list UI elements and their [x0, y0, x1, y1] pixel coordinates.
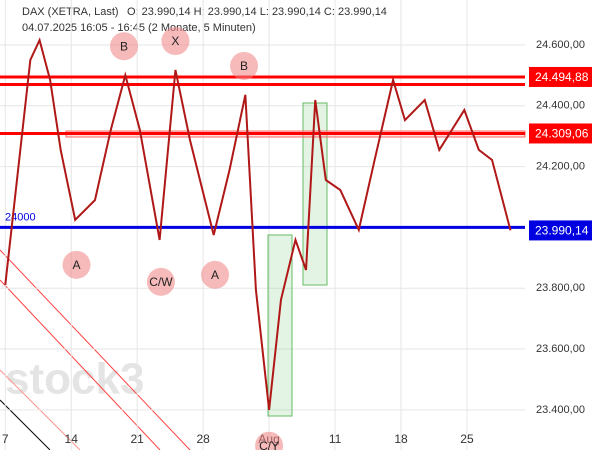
annotation-circle [109, 32, 138, 61]
annotation-circle [62, 250, 91, 279]
channel-line [0, 279, 161, 450]
y-tick-label: 23.600,00 [536, 343, 585, 355]
price-label: 23.990,14 [535, 224, 589, 238]
price-line [4, 37, 512, 410]
watermark: stock3 [5, 355, 144, 404]
y-tick-label: 24.600,00 [536, 39, 585, 51]
chart-title: DAX (XETRA, Last) [22, 6, 119, 18]
level-label: 24000 [5, 211, 36, 223]
price-label-box [529, 66, 592, 87]
x-tick-label: 28 [196, 432, 210, 446]
annotation-label: A [72, 258, 80, 272]
annotation-circle [146, 267, 175, 296]
annotation-circle [230, 51, 259, 80]
annotation-label: A [211, 268, 219, 282]
channel-line [0, 249, 191, 450]
x-tick-label: 11 [329, 432, 342, 446]
y-tick-label: 23.400,00 [536, 404, 585, 416]
annotation-label: C/W [149, 275, 173, 289]
annotation-label: B [120, 39, 128, 53]
y-tick-label: 24.200,00 [536, 161, 585, 173]
plot-area [0, 0, 525, 450]
channel-line [0, 399, 51, 450]
x-tick-label: 7 [2, 432, 9, 446]
x-tick-label: 14 [65, 432, 79, 446]
subtitle: 04.07.2025 16:05 - 16:45 (2 Monate, 5 Mi… [22, 22, 256, 34]
annotation-label: X [171, 34, 179, 48]
annotation-circle [255, 431, 284, 450]
annotation-circle [161, 27, 190, 56]
x-tick-label: 25 [460, 432, 474, 446]
ohlc: O: 23.990,14 H: 23.990,14 L: 23.990,14 C… [127, 6, 387, 18]
price-label-box [529, 123, 592, 144]
annotation-label: C/Y [259, 439, 279, 450]
y-tick-label: 23.800,00 [536, 282, 585, 294]
price-label-box [529, 220, 592, 241]
y-tick-label: 24.400,00 [536, 100, 585, 112]
price-label: 24.494,88 [535, 70, 589, 84]
annotation-label: B [240, 59, 248, 73]
x-tick-label: 18 [394, 432, 408, 446]
x-tick-label: 21 [131, 432, 145, 446]
price-label: 24.309,06 [535, 127, 589, 141]
annotation-circle [201, 260, 230, 289]
